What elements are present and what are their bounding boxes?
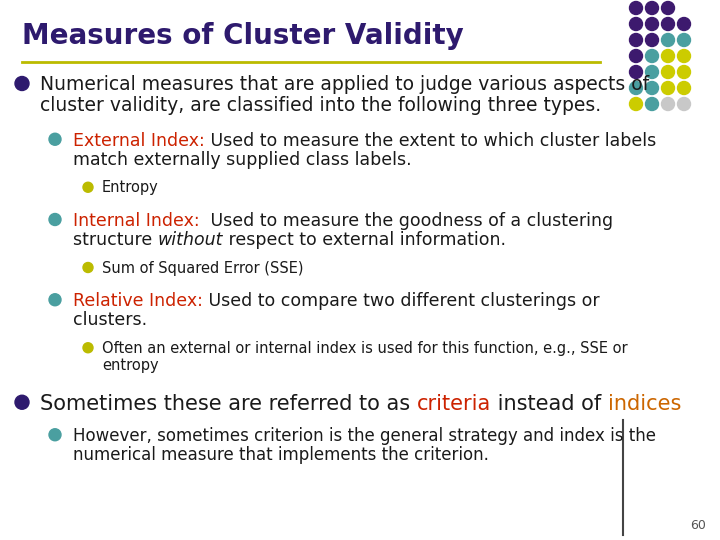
Circle shape — [646, 33, 659, 46]
Text: without: without — [158, 231, 223, 249]
Text: numerical measure that implements the criterion.: numerical measure that implements the cr… — [73, 447, 489, 464]
Text: criteria: criteria — [417, 394, 491, 414]
Circle shape — [629, 17, 642, 30]
Circle shape — [678, 17, 690, 30]
Text: Entropy: Entropy — [102, 180, 158, 195]
Circle shape — [662, 50, 675, 63]
Text: Numerical measures that are applied to judge various aspects of: Numerical measures that are applied to j… — [40, 75, 649, 94]
Text: entropy: entropy — [102, 358, 158, 373]
Text: clusters.: clusters. — [73, 312, 147, 329]
Circle shape — [629, 65, 642, 78]
Circle shape — [646, 50, 659, 63]
Circle shape — [662, 82, 675, 94]
Text: Used to compare two different clusterings or: Used to compare two different clustering… — [203, 292, 600, 310]
Text: Relative Index:: Relative Index: — [73, 292, 203, 310]
Text: respect to external information.: respect to external information. — [223, 231, 506, 249]
Text: Sum of Squared Error (SSE): Sum of Squared Error (SSE) — [102, 260, 304, 275]
Circle shape — [83, 183, 93, 192]
Circle shape — [15, 77, 29, 91]
Circle shape — [678, 50, 690, 63]
Text: Used to measure the extent to which cluster labels: Used to measure the extent to which clus… — [204, 132, 656, 150]
Circle shape — [662, 98, 675, 111]
Text: However, sometimes criterion is the general strategy and index is the: However, sometimes criterion is the gene… — [73, 427, 656, 445]
Circle shape — [629, 82, 642, 94]
Circle shape — [662, 65, 675, 78]
Circle shape — [678, 82, 690, 94]
Circle shape — [629, 98, 642, 111]
Circle shape — [49, 213, 61, 226]
Circle shape — [646, 82, 659, 94]
Circle shape — [629, 33, 642, 46]
Circle shape — [662, 17, 675, 30]
Text: External Index:: External Index: — [73, 132, 204, 150]
Text: Sometimes these are referred to as: Sometimes these are referred to as — [40, 394, 417, 414]
Circle shape — [646, 2, 659, 15]
Circle shape — [678, 33, 690, 46]
Circle shape — [15, 395, 29, 409]
Circle shape — [83, 343, 93, 353]
Text: indices: indices — [608, 394, 681, 414]
Text: cluster validity, are classified into the following three types.: cluster validity, are classified into th… — [40, 96, 601, 115]
Circle shape — [646, 98, 659, 111]
Text: Internal Index:: Internal Index: — [73, 212, 205, 230]
Circle shape — [83, 262, 93, 273]
Circle shape — [662, 2, 675, 15]
Text: Often an external or internal index is used for this function, e.g., SSE or: Often an external or internal index is u… — [102, 341, 628, 356]
Text: 60: 60 — [690, 519, 706, 532]
Circle shape — [49, 133, 61, 145]
Circle shape — [49, 294, 61, 306]
Circle shape — [646, 65, 659, 78]
Circle shape — [646, 17, 659, 30]
Text: match externally supplied class labels.: match externally supplied class labels. — [73, 151, 412, 169]
Circle shape — [662, 33, 675, 46]
Circle shape — [678, 65, 690, 78]
Circle shape — [629, 50, 642, 63]
Text: structure: structure — [73, 231, 158, 249]
Text: Measures of Cluster Validity: Measures of Cluster Validity — [22, 22, 464, 50]
Circle shape — [678, 98, 690, 111]
Text: Used to measure the goodness of a clustering: Used to measure the goodness of a cluste… — [205, 212, 613, 230]
Circle shape — [49, 429, 61, 441]
Text: instead of: instead of — [491, 394, 608, 414]
Circle shape — [629, 2, 642, 15]
